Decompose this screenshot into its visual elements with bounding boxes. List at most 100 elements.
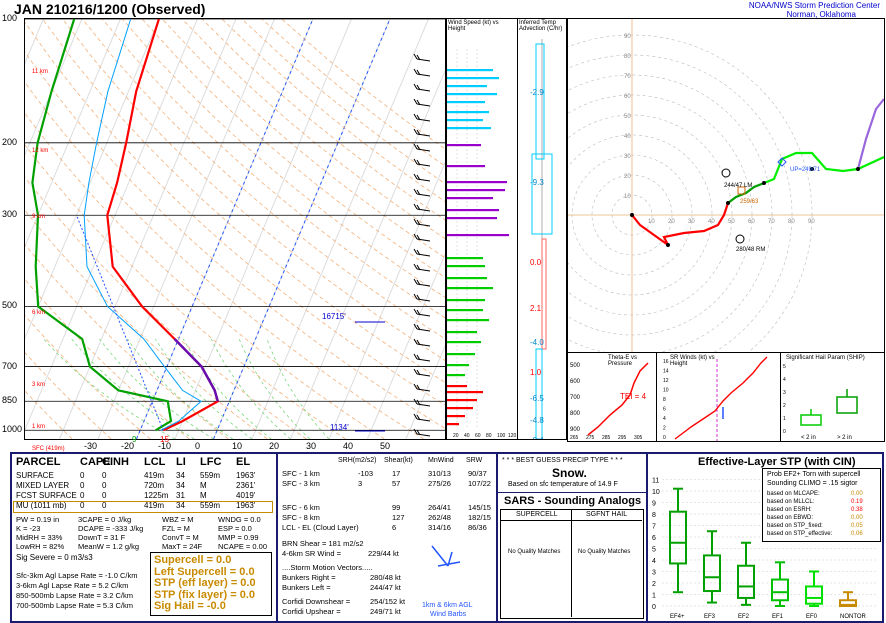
stp-category: NONTOR <box>840 614 867 620</box>
lapse-rate: 3-6km Agl Lapse Rate = 5.2 C/km <box>16 581 129 590</box>
wind-barb-flag <box>416 129 421 136</box>
hodo-km-marker <box>726 201 730 205</box>
tadv-label: 1.0 <box>530 368 542 377</box>
wind-barb-flag <box>413 128 418 135</box>
freezing-isotherm <box>213 19 391 439</box>
isotherm-line <box>251 19 429 439</box>
storm-motion-title: ....Storm Motion Vectors..... <box>282 563 373 572</box>
wind-barb-flag <box>416 234 421 241</box>
wspd-bar <box>447 277 487 280</box>
wind-barb-flag <box>416 219 421 226</box>
stp-category: EF3 <box>704 614 716 620</box>
wind-barb-staff <box>416 418 431 422</box>
wind-barb <box>413 323 431 332</box>
ship-title: Significant Hail Param (SHIP) <box>786 355 865 361</box>
stp-box <box>839 591 857 607</box>
stp-category: EF2 <box>738 614 750 620</box>
tadv-label: -4.0 <box>530 338 544 347</box>
wind-barb <box>413 203 431 212</box>
parcel-cell: 0 <box>102 481 107 490</box>
wind-barb <box>413 353 431 362</box>
srw-ytick: 6 <box>663 407 666 413</box>
kin-header: MnWind <box>428 457 454 464</box>
stp-box <box>737 541 755 606</box>
dewpoint-trace <box>31 19 173 432</box>
ship-ytick: 1 <box>783 416 786 422</box>
kin-cell: SFC - 1 km <box>282 469 320 478</box>
parcel-panel: PARCEL CAPE CINH LCL LI LFC EL SURFACE 0 0 419m 34… <box>10 452 278 623</box>
temperature-trace <box>106 19 220 432</box>
stp-prob-value: 0.00 <box>851 515 863 521</box>
vector-label: Corfidi Downshear = <box>282 597 351 606</box>
isotherm-line <box>97 19 275 439</box>
sars-hdr-line <box>500 520 642 521</box>
kin-cell: 99 <box>392 503 401 512</box>
dry-adiabat <box>25 279 190 439</box>
wind-barb <box>413 188 431 197</box>
parcel-header: CINH <box>102 456 129 468</box>
hodo-lm-marker <box>721 168 731 178</box>
barb-legend-2: Wind Barbs <box>430 611 467 618</box>
hodo-ring-label: 50 <box>624 114 631 120</box>
parcel-path <box>76 215 164 431</box>
stp-ytick: 8 <box>652 512 656 519</box>
dry-adiabat <box>25 144 346 439</box>
wind-barb <box>413 398 431 407</box>
wind-barb-flag <box>416 429 421 436</box>
wind-barb-staff <box>416 343 431 347</box>
parcel-header: PARCEL <box>16 456 61 468</box>
parcel-index: 3CAPE = 0 J/kg <box>78 515 132 524</box>
temp-tick: 40 <box>343 441 354 451</box>
thetae-title: Theta-E vs Pressure <box>608 355 638 367</box>
wind-barb-staff <box>416 103 431 107</box>
composite-index: Sig Hail = -0.0 <box>154 600 226 612</box>
wspd-bar <box>447 331 477 334</box>
hodo-trace-6-9km <box>763 151 884 185</box>
stp-prob-value: 0.19 <box>851 499 863 505</box>
sars-col1: SUPERCELL <box>516 511 558 518</box>
moist-adiabat <box>155 338 253 439</box>
wind-barb <box>413 83 431 92</box>
parcel-cell: M <box>200 481 207 490</box>
hodo-ring-label: 10 <box>648 219 655 225</box>
pressure-tick: 850 <box>2 395 18 406</box>
wspd-bar <box>447 287 493 290</box>
wind-barb <box>413 293 431 302</box>
ship-xtick: < 2 in <box>801 435 816 441</box>
pressure-tick: 700 <box>2 360 18 371</box>
kin-cell: 3 <box>358 479 363 488</box>
vector-value: 280/48 kt <box>370 573 401 582</box>
precip-title: * * * BEST GUESS PRECIP TYPE * * * <box>502 457 623 464</box>
wspd-bar <box>447 399 477 402</box>
stp-box <box>669 487 687 594</box>
kin-cell: 57 <box>392 479 401 488</box>
parcel-index: DCAPE = -333 J/kg <box>78 524 144 533</box>
stp-prob-label: based on STP_effective: <box>767 531 833 537</box>
vector-label: Bunkers Right = <box>282 573 336 582</box>
hodo-ring-label: 50 <box>728 219 735 225</box>
parcel-cell: 0 <box>80 491 85 500</box>
pressure-tick: 200 <box>2 136 18 147</box>
stp-title: Effective-Layer STP (with CIN) <box>698 456 856 468</box>
parcel-cell: SURFACE <box>16 471 54 480</box>
parcel-cell: FCST SURFACE <box>16 491 77 500</box>
parcel-cell: 0 <box>102 471 107 480</box>
hodo-ring-label: 40 <box>624 134 631 140</box>
isotherm-line <box>290 69 445 439</box>
wspd-bar <box>447 234 509 237</box>
kin-cell: 145/15 <box>468 503 491 512</box>
barb-legend-line <box>447 551 453 567</box>
skewt-chart <box>25 19 445 439</box>
parcel-cell: 1963' <box>236 471 256 480</box>
wspd-bar <box>447 257 483 260</box>
wind-barb-staff <box>416 403 431 407</box>
wspd-bar <box>447 197 493 200</box>
stp-ytick: 10 <box>652 489 660 496</box>
hodo-up-marker <box>777 157 787 167</box>
tadv-label: -2.9 <box>530 88 544 97</box>
wind-barb-flag <box>416 354 421 361</box>
kin-header: Shear(kt) <box>384 457 413 464</box>
kin-cell: 275/26 <box>428 479 451 488</box>
parcel-index: MMP = 0.99 <box>218 533 259 542</box>
moist-adiabat <box>43 338 176 439</box>
